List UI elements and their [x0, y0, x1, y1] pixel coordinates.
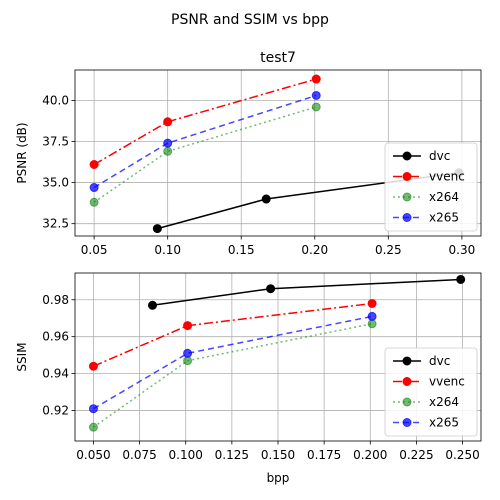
ssim-data-point-x264 — [88, 422, 98, 432]
ssim-x-tick-label: 0.175 — [307, 448, 341, 462]
ssim-legend-box — [384, 347, 478, 437]
psnr-x-tick-label: 0.10 — [154, 243, 181, 257]
psnr-x-tick-label: 0.30 — [449, 243, 476, 257]
psnr-legend-label-x265: x265 — [429, 211, 459, 225]
psnr-x-tick-label: 0.05 — [81, 243, 108, 257]
ssim-y-axis-label: SSIM — [15, 342, 29, 371]
ssim-data-point-x264 — [367, 319, 377, 329]
ssim-legend-label-x264: x264 — [429, 395, 459, 409]
ssim-legend-marker-x264 — [402, 397, 412, 407]
psnr-data-point-dvc — [152, 224, 162, 234]
psnr-legend-marker-x265 — [402, 213, 412, 222]
psnr-data-point-x264 — [163, 146, 173, 156]
psnr-legend-marker-vvenc — [402, 172, 412, 181]
ssim-legend-label-x265: x265 — [429, 416, 459, 430]
ssim-x-tick-label: 0.125 — [215, 448, 249, 462]
ssim-x-tick-label: 0.150 — [261, 448, 295, 462]
ssim-y-tick-label: 0.98 — [42, 293, 69, 307]
psnr-data-point-vvenc — [311, 74, 321, 84]
ssim-x-tick-label: 0.200 — [353, 448, 387, 462]
psnr-legend-label-x264: x264 — [429, 190, 459, 204]
ssim-data-point-vvenc — [367, 298, 377, 308]
ssim-data-point-x265 — [183, 348, 193, 358]
ssim-legend-label-dvc: dvc — [429, 354, 450, 368]
ssim-x-tick-label: 0.250 — [445, 448, 479, 462]
psnr-data-point-x265 — [89, 183, 99, 193]
psnr-data-point-vvenc — [163, 117, 173, 127]
psnr-legend-marker-dvc — [402, 151, 412, 161]
ssim-y-tick-label: 0.92 — [42, 404, 69, 418]
psnr-data-point-dvc — [261, 194, 271, 204]
ssim-x-axis-label: bpp — [267, 471, 290, 485]
ssim-data-point-x265 — [88, 404, 98, 414]
psnr-data-point-x265 — [163, 138, 173, 148]
ssim-x-tick-label: 0.075 — [122, 448, 156, 462]
psnr-legend: dvc vvenc x264 x265 — [384, 142, 478, 232]
ssim-x-tick-label: 0.225 — [399, 448, 433, 462]
ssim-x-tick-label: 0.050 — [76, 448, 110, 462]
ssim-data-point-dvc — [148, 300, 158, 310]
ssim-data-point-vvenc — [88, 361, 98, 371]
ssim-x-tick-label: 0.100 — [169, 448, 203, 462]
psnr-legend-label-vvenc: vvenc — [429, 170, 465, 184]
ssim-y-tick-label: 0.94 — [42, 367, 69, 381]
ssim-y-tick-label: 0.96 — [42, 330, 69, 344]
psnr-x-tick-label: 0.25 — [375, 243, 402, 257]
psnr-chart-panel: 0.05 0.10 0.15 0.20 0.25 0.30 32.5 35.0 37.5 40.0… — [15, 50, 482, 257]
psnr-y-tick-label: 32.5 — [42, 217, 69, 231]
psnr-y-axis-label: PSNR (dB) — [15, 122, 29, 183]
ssim-data-point-vvenc — [183, 321, 193, 331]
psnr-y-tick-label: 40.0 — [42, 93, 69, 107]
psnr-legend-marker-x264 — [402, 192, 412, 202]
ssim-legend-label-vvenc: vvenc — [429, 375, 465, 389]
ssim-legend-marker-dvc — [402, 356, 412, 366]
ssim-legend: dvc vvenc x264 x265 — [384, 347, 478, 437]
ssim-legend-marker-vvenc — [402, 377, 412, 386]
psnr-y-tick-label: 35.0 — [42, 176, 69, 190]
psnr-data-point-x264 — [311, 102, 321, 112]
psnr-data-point-vvenc — [89, 160, 99, 170]
ssim-legend-marker-x265 — [402, 418, 412, 427]
psnr-x-tick-label: 0.15 — [228, 243, 255, 257]
psnr-y-tick-label: 37.5 — [42, 134, 69, 148]
psnr-legend-box — [384, 142, 478, 232]
psnr-axes-frame — [74, 69, 482, 237]
ssim-chart-panel: 0.050 0.075 0.100 0.125 0.150 0.175 0.200 0.225… — [15, 272, 482, 485]
psnr-x-tick-label: 0.20 — [301, 243, 328, 257]
psnr-chart-title: test7 — [260, 50, 296, 66]
figure-suptitle: PSNR and SSIM vs bpp — [171, 12, 329, 28]
ssim-data-point-dvc — [266, 284, 276, 294]
ssim-data-point-dvc — [456, 274, 466, 284]
psnr-data-point-x264 — [89, 197, 99, 207]
psnr-legend-label-dvc: dvc — [429, 149, 450, 163]
ssim-data-point-x265 — [367, 311, 377, 321]
ssim-data-point-x264 — [183, 356, 193, 366]
ssim-series-line-x265 — [93, 315, 373, 410]
psnr-data-point-x265 — [311, 90, 321, 100]
